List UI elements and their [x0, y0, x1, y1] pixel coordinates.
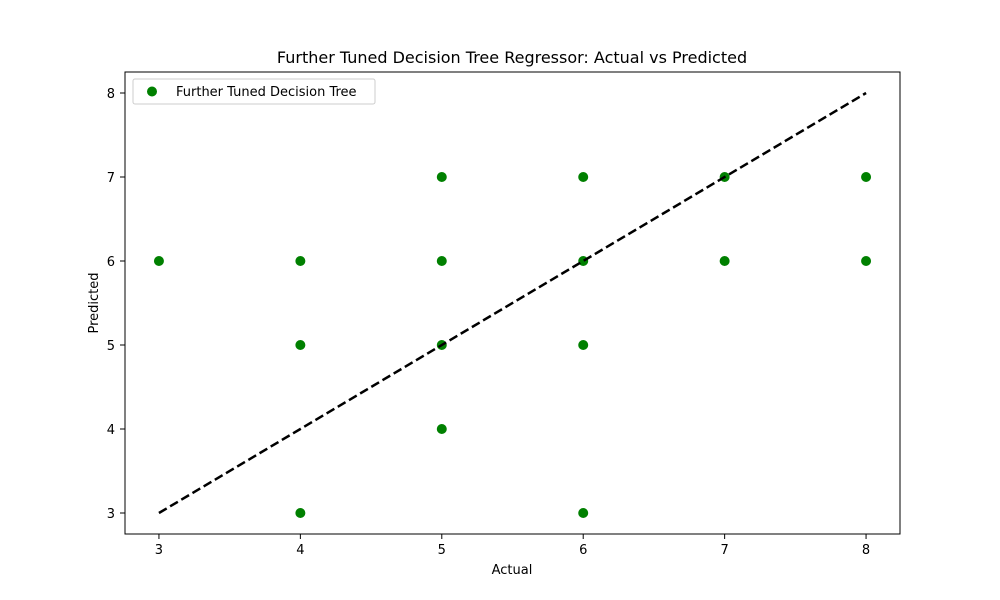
scatter-point	[578, 508, 589, 518]
scatter-point	[295, 256, 306, 266]
scatter-point	[436, 424, 447, 434]
scatter-point	[861, 172, 872, 182]
y-tick-label: 3	[107, 507, 115, 522]
y-tick-label: 7	[107, 171, 115, 186]
y-tick-label: 5	[107, 339, 115, 354]
scatter-point	[295, 508, 306, 518]
y-axis-label: Predicted	[87, 272, 102, 333]
legend-label: Further Tuned Decision Tree	[176, 85, 357, 100]
plot-frame	[124, 71, 901, 535]
y-tick-label: 8	[107, 87, 115, 102]
x-tick-label: 7	[720, 543, 728, 558]
x-tick-label: 8	[862, 543, 870, 558]
scatter-point	[153, 256, 164, 266]
reference-line	[158, 91, 867, 515]
scatter-point	[436, 256, 447, 266]
x-tick-label: 6	[579, 543, 587, 558]
scatter-point	[578, 172, 589, 182]
x-tick-label: 4	[296, 543, 304, 558]
x-tick-label: 3	[155, 543, 163, 558]
x-axis: 3 4 5 6 7 8	[155, 534, 870, 558]
chart-title: Further Tuned Decision Tree Regressor: A…	[277, 48, 747, 67]
legend-marker	[147, 86, 157, 97]
y-axis: 3 4 5 6 7 8	[107, 87, 125, 522]
legend: Further Tuned Decision Tree	[132, 78, 376, 105]
y-tick-label: 4	[107, 423, 115, 438]
scatter-point	[436, 172, 447, 182]
scatter-point	[295, 340, 306, 350]
scatter-point	[861, 256, 872, 266]
y-tick-label: 6	[107, 255, 115, 270]
scatter-point	[578, 340, 589, 350]
scatter-point	[719, 256, 730, 266]
legend-box	[132, 78, 376, 105]
x-axis-label: Actual	[492, 563, 533, 578]
x-tick-label: 5	[438, 543, 446, 558]
plot-area	[153, 91, 872, 518]
